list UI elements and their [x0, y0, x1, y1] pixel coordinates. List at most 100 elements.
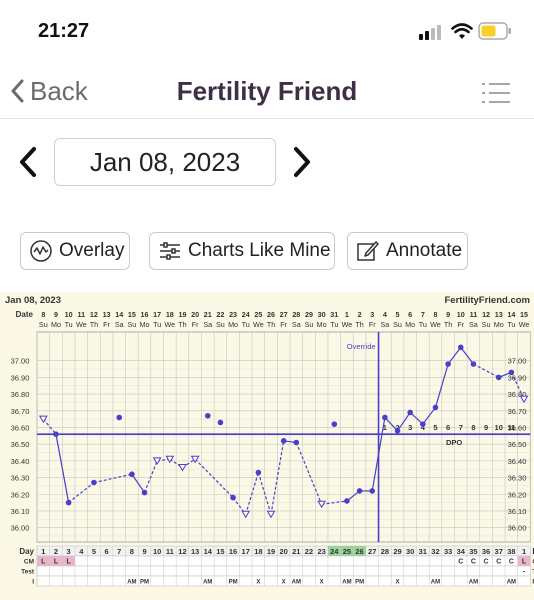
temp-point[interactable]	[217, 419, 224, 426]
temp-point-open[interactable]	[190, 455, 200, 464]
row-label-right: Test	[532, 569, 534, 576]
dpo-number: 10	[495, 423, 503, 432]
temp-point-open[interactable]	[266, 510, 276, 519]
temp-point-open[interactable]	[165, 455, 175, 464]
temp-point-open[interactable]	[317, 500, 326, 509]
date-number: 8	[433, 310, 437, 319]
dpo-number: 11	[507, 423, 515, 432]
temp-point[interactable]	[204, 412, 211, 419]
y-tick-right: 36.20	[508, 490, 527, 499]
day-number: 26	[355, 547, 363, 556]
next-date-button[interactable]	[292, 146, 312, 178]
temp-point[interactable]	[495, 374, 502, 381]
temp-point[interactable]	[369, 488, 376, 494]
weekday-label: Tu	[242, 320, 250, 329]
temp-point[interactable]	[457, 344, 464, 351]
y-tick-left: 36.00	[11, 524, 30, 533]
dpo-number: 8	[471, 423, 475, 432]
list-menu-icon[interactable]	[481, 82, 511, 104]
day-number: 37	[495, 547, 503, 556]
weekday-label: Mo	[317, 320, 327, 329]
y-tick-right: 36.70	[508, 407, 527, 416]
weekday-label: Mo	[405, 320, 415, 329]
day-number: 30	[406, 547, 414, 556]
temp-point[interactable]	[445, 361, 451, 367]
temp-point-open[interactable]	[519, 395, 529, 404]
day-number: 15	[216, 547, 224, 556]
date-field[interactable]: Jan 08, 2023	[54, 138, 276, 186]
temp-point[interactable]	[53, 431, 59, 437]
temp-point-open[interactable]	[241, 510, 251, 519]
date-number: 29	[305, 310, 313, 319]
temp-point[interactable]	[420, 421, 426, 427]
temp-point-open[interactable]	[38, 415, 48, 424]
temp-point[interactable]	[129, 471, 135, 478]
date-number: 21	[204, 310, 212, 319]
temp-point[interactable]	[255, 469, 262, 476]
back-button[interactable]: Back	[10, 76, 88, 106]
fertile-day-cell	[327, 546, 341, 556]
day-number: 4	[79, 547, 84, 556]
date-number: 19	[178, 310, 186, 319]
weekday-label: Fr	[369, 320, 376, 329]
temp-line-segment	[397, 412, 411, 432]
temp-point[interactable]	[91, 479, 97, 486]
cm-value: L	[66, 559, 71, 566]
temp-line-segment	[422, 407, 436, 425]
weekday-label: Tu	[419, 320, 427, 329]
temp-point[interactable]	[344, 498, 350, 504]
y-tick-right: 37.00	[508, 357, 527, 366]
overlay-button[interactable]: Overlay	[20, 232, 130, 270]
date-number: 16	[141, 310, 149, 319]
temp-point[interactable]	[432, 404, 439, 411]
temp-line-segment	[131, 473, 146, 493]
weekday-label: Sa	[292, 320, 301, 329]
temp-point-open[interactable]	[152, 457, 162, 465]
temp-point[interactable]	[65, 499, 72, 506]
intercourse-value: AM	[431, 580, 440, 586]
date-number: 31	[330, 310, 338, 319]
temp-point[interactable]	[508, 369, 515, 376]
date-number: 12	[482, 310, 490, 319]
day-number: 12	[178, 547, 186, 556]
temp-point[interactable]	[394, 428, 401, 434]
temp-point[interactable]	[141, 489, 148, 496]
charts-like-mine-label: Charts Like Mine	[188, 240, 331, 261]
charts-like-mine-button[interactable]: Charts Like Mine	[149, 232, 335, 270]
override-label: Override	[347, 342, 376, 351]
dpo-number: 3	[408, 423, 412, 432]
temp-point[interactable]	[116, 414, 123, 421]
y-tick-left: 36.80	[11, 390, 30, 399]
temp-point[interactable]	[382, 414, 388, 421]
dpo-number: 7	[459, 423, 463, 432]
temp-point[interactable]	[230, 494, 236, 501]
weekday-label: We	[342, 320, 353, 329]
previous-date-button[interactable]	[18, 146, 38, 178]
y-tick-right: 36.80	[508, 390, 527, 399]
nav-divider	[0, 118, 534, 119]
day-number: 31	[419, 547, 427, 556]
temp-point[interactable]	[407, 409, 413, 416]
cm-value: L	[522, 559, 527, 566]
row-label-right: Day	[532, 547, 534, 556]
day-number: 13	[191, 547, 199, 556]
temp-line-segment	[68, 482, 95, 504]
temp-point[interactable]	[470, 361, 477, 367]
date-number: 9	[446, 310, 450, 319]
row-label-right: I	[532, 579, 534, 586]
temp-point[interactable]	[293, 439, 300, 446]
day-number: 22	[305, 547, 313, 556]
temp-point[interactable]	[356, 488, 363, 494]
intercourse-value: PM	[355, 580, 364, 586]
temp-point-open[interactable]	[178, 464, 187, 472]
y-tick-left: 36.70	[11, 407, 30, 416]
chart-brand-link[interactable]: FertilityFriend.com	[444, 295, 530, 306]
day-number: 1	[522, 547, 526, 556]
temp-point[interactable]	[280, 438, 287, 444]
temp-point[interactable]	[331, 421, 338, 427]
day-number: 11	[166, 547, 174, 556]
day-number: 32	[431, 547, 439, 556]
day-number: 17	[242, 547, 250, 556]
annotate-button[interactable]: Annotate	[347, 232, 468, 270]
row-label-left: CM	[24, 559, 34, 566]
